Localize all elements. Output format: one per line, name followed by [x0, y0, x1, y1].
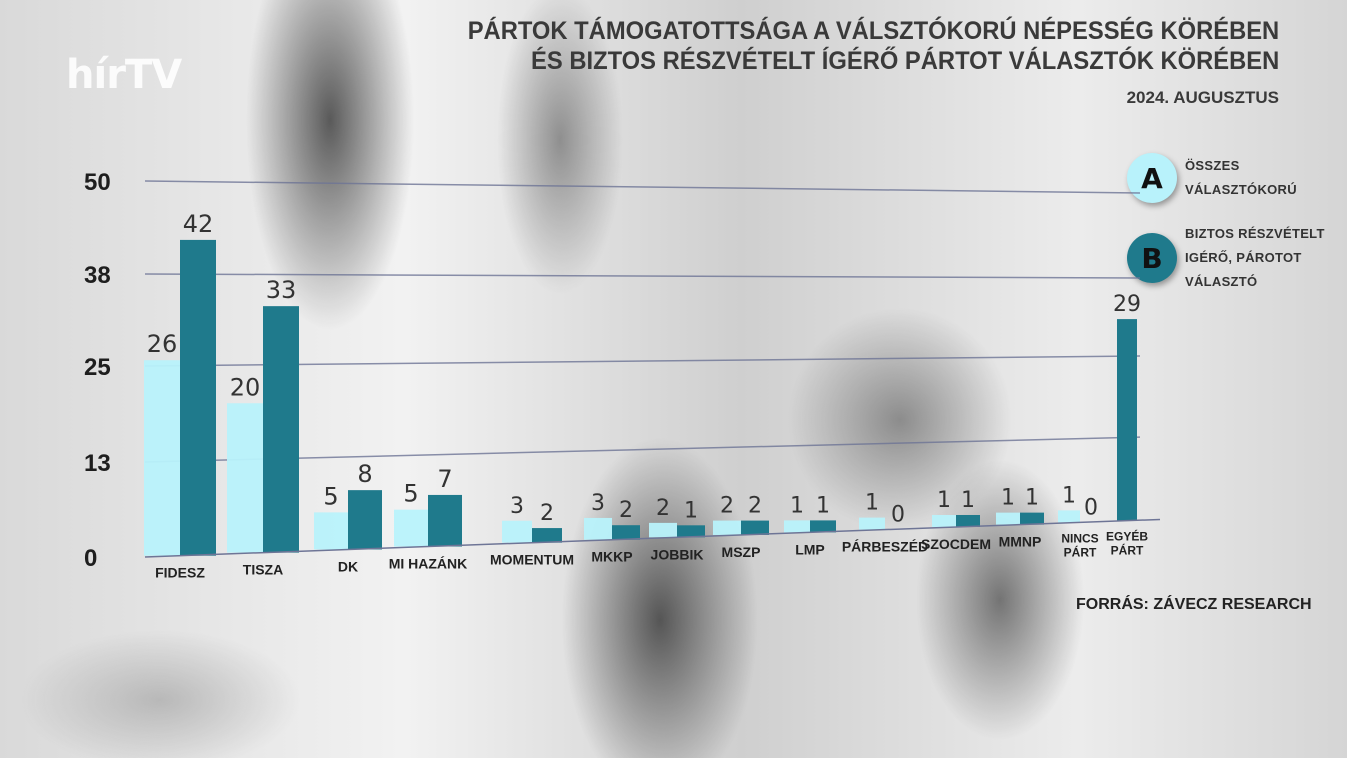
chart-subtitle: 2024. AUGUSZTUS [1126, 88, 1279, 107]
data-label: 1 [790, 493, 804, 518]
bar-b [612, 525, 640, 540]
bar-a [996, 512, 1020, 525]
bar-b [1117, 319, 1137, 521]
x-tick-label: SZOCDEM [921, 536, 991, 552]
data-label: 1 [865, 491, 879, 516]
data-label: 2 [748, 494, 762, 519]
chart-title: PÁRTOK TÁMOGATOTTSÁGA A VÁLSZTÓKORÚ NÉPE… [467, 16, 1279, 76]
data-label: 33 [266, 276, 297, 304]
bar-b [532, 528, 562, 543]
bar-a [932, 514, 956, 527]
gridline [144, 355, 1141, 367]
x-tick-label: MKKP [591, 549, 632, 565]
data-label: 20 [230, 373, 261, 401]
bar-a [502, 520, 532, 543]
legend-label-a: ÖSSZES VÁLASZTÓKORÚ [1185, 158, 1297, 197]
legend-item-b: B BIZTOS RÉSZVÉTELT IGÉRŐ, PÁROTOT VÁLAS… [1127, 222, 1347, 294]
x-tick-label-line2: PÁRT [1111, 543, 1144, 558]
bar-b [677, 525, 705, 538]
data-label: 0 [891, 503, 905, 528]
data-label: 2 [540, 501, 554, 526]
data-label: 8 [357, 460, 372, 488]
x-tick-label: JOBBIK [651, 546, 704, 562]
legend-marker-b: B [1127, 233, 1177, 283]
data-label: 1 [1001, 486, 1015, 511]
data-label: 1 [816, 493, 830, 518]
gridline [144, 436, 1141, 463]
gridline [144, 273, 1141, 279]
source-note: FORRÁS: ZÁVECZ RESEARCH [1076, 596, 1312, 613]
title-line-1: PÁRTOK TÁMOGATOTTSÁGA A VÁLSZTÓKORÚ NÉPE… [467, 17, 1279, 45]
data-label: 2 [619, 498, 633, 523]
data-label: 3 [510, 494, 524, 519]
data-label: 1 [937, 488, 951, 513]
bar-b [810, 520, 836, 533]
data-label: 7 [437, 465, 452, 493]
x-tick-label: DK [338, 558, 358, 574]
bar-a [649, 522, 677, 538]
bar-b [428, 494, 462, 547]
data-label: 1 [1062, 483, 1076, 508]
x-axis-line [144, 518, 1161, 558]
legend-item-a: A ÖSSZES VÁLASZTÓKORÚ [1127, 153, 1325, 203]
bar-a [713, 520, 741, 535]
bar-a [227, 403, 263, 553]
data-label: 26 [147, 330, 178, 358]
x-tick-label: MI HAZÁNK [389, 556, 468, 572]
legend-label-b: BIZTOS RÉSZVÉTELT IGÉRŐ, PÁROTOT VÁLASZT… [1185, 226, 1325, 289]
bar-a [144, 360, 180, 556]
y-tick-label: 13 [84, 450, 111, 477]
gridline [144, 180, 1141, 194]
data-label: 5 [323, 482, 338, 510]
y-tick-label: 25 [84, 354, 111, 381]
data-label: 1 [1025, 486, 1039, 511]
data-label: 2 [720, 494, 734, 519]
bar-a [394, 509, 428, 547]
data-label: 1 [961, 488, 975, 513]
bar-b [263, 306, 299, 553]
bar-b [956, 514, 980, 527]
data-label: 29 [1113, 292, 1141, 317]
data-label: 1 [684, 498, 698, 523]
hirtv-logo: hírTV [66, 52, 182, 98]
data-label: 42 [183, 210, 214, 238]
data-label: 0 [1084, 495, 1098, 520]
x-tick-label: MMNP [999, 534, 1042, 550]
bar-a [784, 520, 810, 533]
bar-b [741, 520, 769, 535]
y-tick-label: 38 [84, 262, 111, 289]
title-line-2: ÉS BIZTOS RÉSZVÉTELT ÍGÉRŐ PÁRTOT VÁLASZ… [530, 47, 1279, 75]
y-tick-label: 0 [84, 545, 97, 572]
x-tick-label-line2: PÁRT [1064, 544, 1097, 559]
legend-marker-a: A [1127, 153, 1177, 203]
x-tick-label: TISZA [243, 562, 283, 578]
x-tick-label: PÁRBESZÉD [842, 539, 928, 555]
data-label: 3 [591, 491, 605, 516]
bar-a [314, 512, 348, 550]
bar-a [859, 517, 885, 530]
x-tick-label: MSZP [722, 544, 761, 560]
x-tick-label: LMP [795, 541, 825, 557]
x-tick-label: EGYÉB [1106, 529, 1148, 544]
x-tick-label: MOMENTUM [490, 552, 574, 568]
x-tick-label: FIDESZ [155, 565, 205, 581]
bar-b [180, 239, 216, 556]
bar-a [1058, 510, 1080, 523]
data-label: 2 [656, 496, 670, 521]
data-label: 5 [403, 480, 418, 508]
bar-a [584, 517, 612, 540]
y-tick-label: 50 [84, 169, 111, 196]
bar-b [1020, 512, 1044, 525]
bar-b [348, 490, 382, 550]
x-tick-label: NINCS [1061, 531, 1098, 545]
